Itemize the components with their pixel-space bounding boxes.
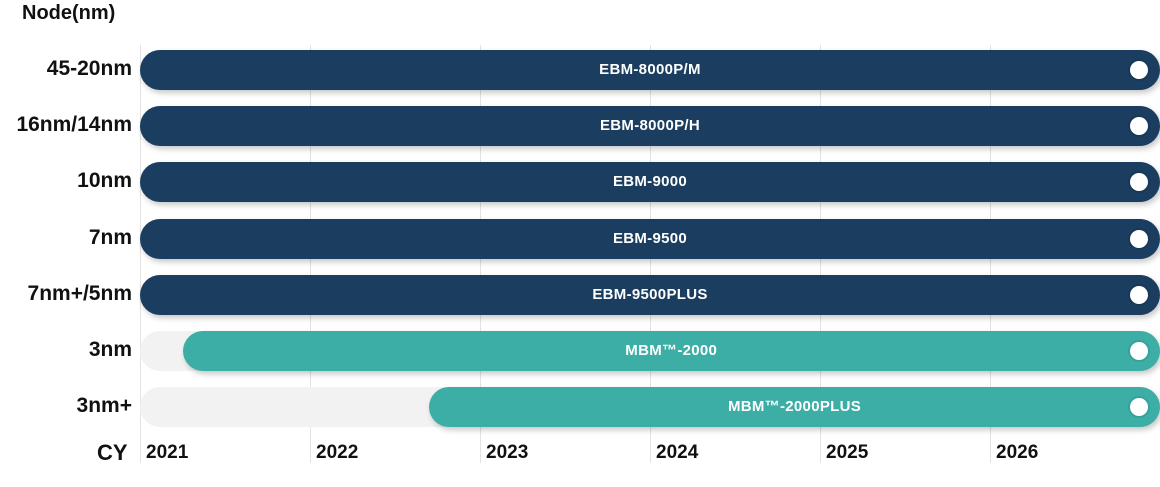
node-label: 10nm (77, 169, 132, 192)
grid-line (140, 45, 141, 463)
node-label: 3nm+ (76, 394, 132, 417)
product-label: EBM-8000P/M (599, 61, 701, 78)
node-label: 45-20nm (46, 57, 132, 80)
end-marker-icon (1130, 117, 1148, 135)
product-label: EBM-9000 (612, 173, 688, 190)
end-marker-icon (1130, 173, 1148, 191)
x-tick-label: 2022 (316, 442, 359, 463)
end-marker-icon (1130, 398, 1148, 416)
product-label: EBM-9500 (612, 230, 688, 247)
product-bar: EBM-9500 (140, 219, 1160, 259)
product-label: EBM-9500PLUS (592, 286, 708, 303)
y-axis-title: Node(nm) (22, 2, 116, 24)
product-bar: EBM-9000 (140, 162, 1160, 202)
x-tick-label: 2024 (656, 442, 699, 463)
product-bar: MBM™-2000 (182, 331, 1160, 371)
x-tick-label: 2021 (146, 442, 189, 463)
product-label: MBM™-2000 (625, 342, 718, 359)
product-label: EBM-8000P/H (599, 117, 700, 134)
node-label: 3nm (88, 338, 132, 361)
end-marker-icon (1130, 286, 1148, 304)
product-bar: MBM™-2000PLUS (429, 387, 1160, 427)
end-marker-icon (1130, 342, 1148, 360)
node-label: 16nm/14nm (16, 113, 132, 136)
x-axis-title: CY (97, 440, 128, 465)
x-tick-label: 2023 (486, 442, 529, 463)
product-bar: EBM-8000P/M (140, 50, 1160, 90)
node-label: 7nm+/5nm (27, 282, 132, 305)
node-label: 7nm (88, 226, 132, 249)
end-marker-icon (1130, 61, 1148, 79)
x-tick-label: 2025 (826, 442, 869, 463)
x-tick-label: 2026 (996, 442, 1039, 463)
product-label: MBM™-2000PLUS (727, 398, 862, 415)
product-bar: EBM-8000P/H (140, 106, 1160, 146)
end-marker-icon (1130, 230, 1148, 248)
product-bar: EBM-9500PLUS (140, 275, 1160, 315)
